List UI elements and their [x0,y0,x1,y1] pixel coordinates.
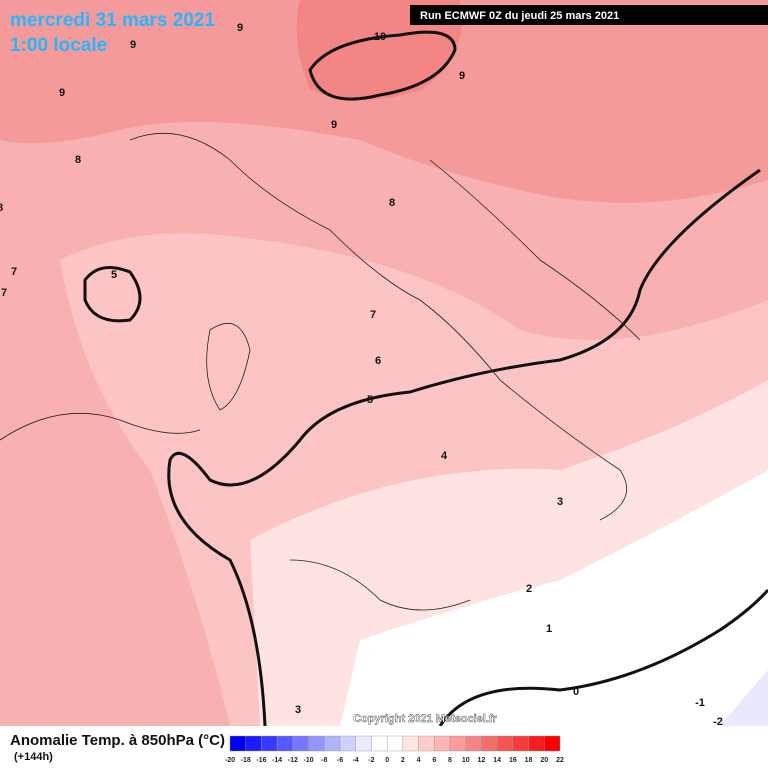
warm-zone [0,0,768,203]
contour-label: 5 [111,269,117,281]
scale-swatch [339,735,356,752]
scale-tick: 2 [401,757,405,764]
scale-swatch [496,735,514,752]
scale-tick: 22 [556,757,564,764]
contour-label: 5 [367,394,373,406]
scale-tick: -6 [337,757,343,764]
cool-zone [720,670,768,726]
scale-swatch [544,735,561,752]
scale-tick: 8 [448,757,452,764]
scale-tick: 6 [432,757,436,764]
run-banner [410,5,768,25]
scale-swatch [355,735,372,752]
scale-swatch [245,735,262,752]
scale-tick: -20 [225,757,235,764]
scale-swatch [434,735,451,752]
contour-label: 10 [374,31,386,43]
contour-label: 7 [11,266,17,278]
contour-label: 8 [75,154,81,166]
scale-swatch [465,735,482,752]
copyright: Copyright 2021 Meteociel.fr [353,713,497,725]
contour-label: 3 [557,496,563,508]
forecast-date: mercredi 31 mars 2021 [10,10,215,31]
scale-tick: 14 [493,757,501,764]
scale-tick: -4 [353,757,359,764]
scale-tick: 20 [540,757,548,764]
scale-swatch [402,735,419,752]
contour-label: 9 [130,39,136,51]
scale-tick: -2 [368,757,374,764]
contour-label: 2 [526,583,532,595]
scale-swatch [481,735,498,752]
scale-tick: 0 [385,757,389,764]
scale-swatch [324,735,341,752]
scale-tick: -8 [321,757,327,764]
scale-swatch [449,735,466,752]
contour-label: -1 [695,697,705,709]
contour-label: 7 [1,287,7,299]
contour-label: 6 [375,355,381,367]
legend-title: Anomalie Temp. à 850hPa (°C) [10,732,225,749]
scale-swatch [276,735,294,752]
main-contours [83,30,768,727]
contour-label: 8 [0,202,3,214]
scale-swatch [308,735,325,752]
contour-label: 9 [331,119,337,131]
contour-label: 7 [370,309,376,321]
scale-swatch [371,735,388,752]
scale-swatch [292,735,309,752]
scale-swatch [261,735,278,752]
coastlines [0,132,641,611]
scale-swatch [418,735,435,752]
scale-tick: -18 [241,757,251,764]
scale-swatch [386,735,404,752]
contour-label: 9 [459,70,465,82]
legend-subtitle: (+144h) [14,751,53,763]
scale-tick: -12 [288,757,298,764]
scale-tick: -16 [256,757,266,764]
scale-swatch [528,735,545,752]
color-scale: -20 -18 -16 -14 -12 -10 -8 -6 -4 -2 0 2 4 6 8 10 12 14 16 1… [225,735,564,764]
scale-tick: 16 [509,757,517,764]
contour-label: 3 [295,704,301,716]
contour-label: 0 [573,686,579,698]
contour-label: 9 [237,22,243,34]
contour-label: 1 [546,623,552,635]
contour-label: -2 [713,716,723,728]
scale-swatch [512,735,529,752]
scale-tick: 4 [417,757,421,764]
contour-label: 4 [441,450,448,462]
forecast-time: 1:00 locale [10,35,107,56]
contour-label: 8 [389,197,395,209]
scale-swatch [229,735,246,752]
contour-label: 9 [59,87,65,99]
scale-tick: 12 [478,757,486,764]
scale-tick: 18 [525,757,533,764]
scale-tick: -14 [272,757,282,764]
scale-tick: -10 [304,757,314,764]
run-info: Run ECMWF 0Z du jeudi 25 mars 2021 [420,10,619,22]
scale-tick: 10 [462,757,470,764]
